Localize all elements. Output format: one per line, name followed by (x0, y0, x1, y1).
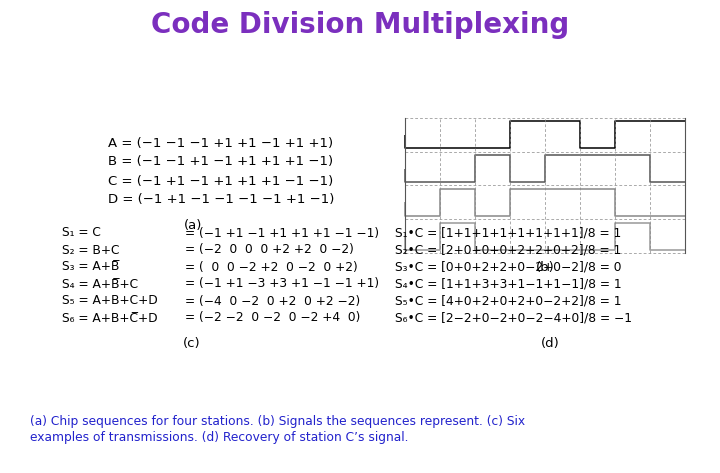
Text: Code Division Multiplexing: Code Division Multiplexing (151, 11, 569, 39)
Text: = (−4  0 −2  0 +2  0 +2 −2): = (−4 0 −2 0 +2 0 +2 −2) (185, 295, 360, 307)
Text: (a) Chip sequences for four stations. (b) Signals the sequences represent. (c) S: (a) Chip sequences for four stations. (b… (30, 414, 525, 428)
Text: = (−1 +1 −1 +1 +1 +1 −1 −1): = (−1 +1 −1 +1 +1 +1 −1 −1) (185, 227, 379, 239)
Text: A = (−1 −1 −1 +1 +1 −1 +1 +1): A = (−1 −1 −1 +1 +1 −1 +1 +1) (108, 137, 333, 149)
Text: (a): (a) (184, 219, 202, 231)
Text: S₆ = A+B+C̅+D: S₆ = A+B+C̅+D (62, 312, 158, 324)
Text: S₁ = C: S₁ = C (62, 227, 101, 239)
Text: (c): (c) (183, 336, 201, 350)
Text: = (−2  0  0  0 +2 +2  0 −2): = (−2 0 0 0 +2 +2 0 −2) (185, 244, 354, 256)
Text: S₃•C = [0+0+2+2+0−2+0−2]/8 = 0: S₃•C = [0+0+2+2+0−2+0−2]/8 = 0 (395, 261, 621, 273)
Text: S₄•C = [1+1+3+3+1−1+1−1]/8 = 1: S₄•C = [1+1+3+3+1−1+1−1]/8 = 1 (395, 278, 621, 290)
Text: S₂•C = [2+0+0+0+2+2+0+2]/8 = 1: S₂•C = [2+0+0+0+2+2+0+2]/8 = 1 (395, 244, 621, 256)
Text: S₅ = A+B+C+D: S₅ = A+B+C+D (62, 295, 158, 307)
Text: S₂ = B+C: S₂ = B+C (62, 244, 120, 256)
Text: S₁•C = [1+1+1+1+1+1+1+1]/8 = 1: S₁•C = [1+1+1+1+1+1+1+1]/8 = 1 (395, 227, 621, 239)
Text: S₅•C = [4+0+2+0+2+0−2+2]/8 = 1: S₅•C = [4+0+2+0+2+0−2+2]/8 = 1 (395, 295, 621, 307)
Text: S₆•C = [2−2+0−2+0−2−4+0]/8 = −1: S₆•C = [2−2+0−2+0−2−4+0]/8 = −1 (395, 312, 632, 324)
Text: S₃ = A+B̅: S₃ = A+B̅ (62, 261, 120, 273)
Text: D = (−1 +1 −1 −1 −1 −1 +1 −1): D = (−1 +1 −1 −1 −1 −1 +1 −1) (108, 193, 334, 207)
Text: C = (−1 +1 −1 +1 +1 +1 −1 −1): C = (−1 +1 −1 +1 +1 +1 −1 −1) (108, 175, 333, 187)
Text: examples of transmissions. (d) Recovery of station C’s signal.: examples of transmissions. (d) Recovery … (30, 430, 408, 444)
Text: B = (−1 −1 +1 −1 +1 +1 +1 −1): B = (−1 −1 +1 −1 +1 +1 +1 −1) (108, 156, 333, 168)
Text: (b): (b) (536, 261, 554, 273)
Text: = (  0  0 −2 +2  0 −2  0 +2): = ( 0 0 −2 +2 0 −2 0 +2) (185, 261, 358, 273)
Text: (d): (d) (541, 336, 559, 350)
Text: = (−2 −2  0 −2  0 −2 +4  0): = (−2 −2 0 −2 0 −2 +4 0) (185, 312, 361, 324)
Text: S₄ = A+B̅+C: S₄ = A+B̅+C (62, 278, 138, 290)
Text: = (−1 +1 −3 +3 +1 −1 −1 +1): = (−1 +1 −3 +3 +1 −1 −1 +1) (185, 278, 379, 290)
